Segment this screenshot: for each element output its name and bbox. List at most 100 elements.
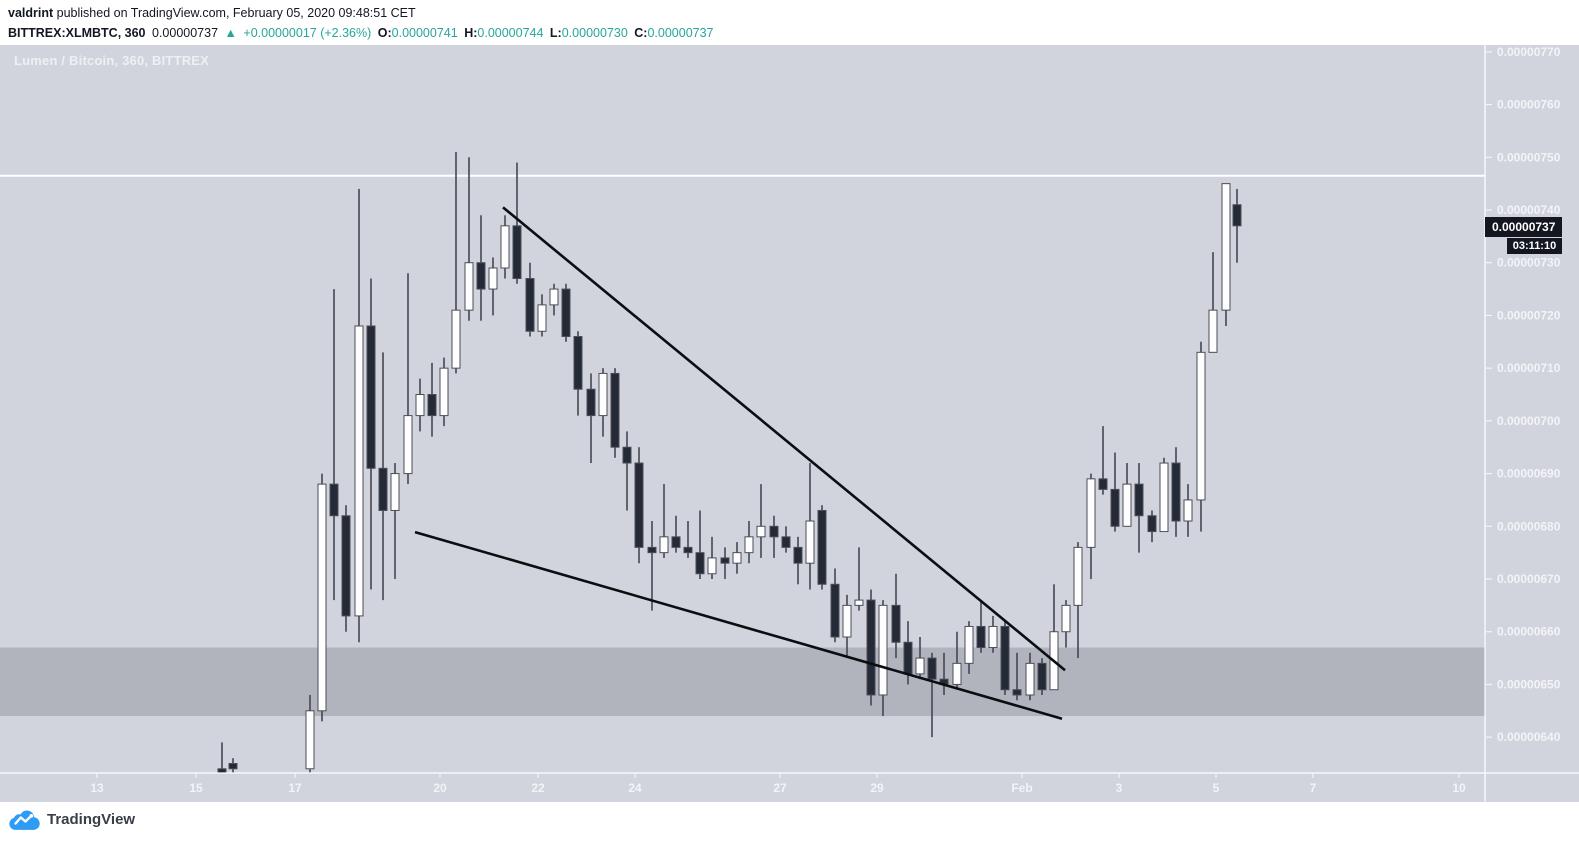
price-tick-label[interactable]: 0.00000670	[1497, 572, 1561, 586]
candle-down	[976, 625, 986, 649]
candle-up	[1073, 546, 1083, 606]
tradingview-cloud-icon[interactable]	[8, 808, 40, 830]
candle-down	[476, 262, 486, 290]
price-tick-label[interactable]: 0.00000700	[1497, 414, 1561, 428]
candle-down	[427, 394, 437, 417]
time-tick-label[interactable]: 24	[628, 781, 642, 795]
candle-down	[1000, 625, 1010, 691]
candle-up	[756, 525, 766, 538]
candle-down	[817, 509, 827, 585]
candle-down	[695, 552, 705, 575]
time-tick-label[interactable]: 22	[531, 781, 545, 795]
candle-up	[500, 225, 510, 269]
price-tick-label[interactable]: 0.00000770	[1497, 45, 1561, 59]
candle-down	[683, 546, 693, 554]
price-tick-label[interactable]: 0.00000750	[1497, 150, 1561, 164]
price-tick-label[interactable]: 0.00000730	[1497, 256, 1561, 270]
price-tick-label[interactable]: 0.00000690	[1497, 467, 1561, 481]
candle-down	[793, 546, 803, 564]
candle-up	[1086, 478, 1096, 548]
candle-up	[549, 288, 559, 306]
candle-down	[1037, 662, 1047, 691]
candle-up	[451, 309, 461, 369]
candle-down	[1012, 689, 1022, 696]
candle-down	[671, 536, 681, 548]
price-tick-label[interactable]: 0.00000660	[1497, 625, 1561, 639]
time-tick-label[interactable]: 13	[90, 781, 104, 795]
candle-down	[903, 641, 913, 675]
candle-up	[403, 415, 413, 475]
candle-up	[464, 262, 474, 311]
byline: valdrint published on TradingView.com, F…	[8, 6, 416, 20]
candle-up	[854, 599, 864, 606]
chart-pane[interactable]: 0.00000770 0.00000760 0.00000750 0.00000740…	[0, 45, 1579, 802]
candle-down	[341, 515, 351, 617]
candle-up	[1221, 183, 1231, 311]
time-tick-label[interactable]: 29	[870, 781, 884, 795]
candle-up	[305, 710, 315, 770]
time-tick-label[interactable]: Feb	[1011, 781, 1032, 795]
byline-text: published on TradingView.com, February 0…	[53, 6, 416, 20]
candle-down	[891, 604, 901, 643]
symbol-label[interactable]: BITTREX:XLMBTC, 360	[8, 26, 146, 40]
candle-down	[634, 462, 644, 548]
candle-down	[1232, 204, 1242, 227]
candle-down	[866, 599, 876, 696]
price-tick-label[interactable]: 0.00000740	[1497, 203, 1561, 217]
price-change: +0.00000017 (+2.36%)	[243, 26, 372, 40]
close-label: C:	[634, 26, 648, 40]
candle-down	[378, 467, 388, 511]
candle-down	[329, 483, 339, 517]
candle-down	[1110, 488, 1120, 527]
candle-down	[228, 763, 238, 770]
wedge-upper-trendline	[502, 206, 1066, 672]
price-tick-label[interactable]: 0.00000650	[1497, 677, 1561, 691]
open-value: 0.00000741	[391, 26, 458, 40]
candle-down	[769, 525, 779, 538]
bar-countdown-badge: 03:11:10	[1507, 238, 1562, 254]
candle-up	[415, 394, 425, 417]
price-pane[interactable]	[0, 152, 1485, 774]
candle-up	[744, 536, 754, 554]
time-tick-label[interactable]: 10	[1452, 781, 1466, 795]
candle-down	[830, 583, 840, 638]
candle-down	[647, 546, 657, 554]
time-tick-label[interactable]: 20	[433, 781, 447, 795]
candlestick-chart-canvas[interactable]: 0.00000770 0.00000760 0.00000750 0.00000740…	[0, 45, 1579, 802]
candle-down	[720, 557, 730, 564]
time-tick-label[interactable]: 7	[1310, 781, 1317, 795]
candle-up	[488, 267, 498, 290]
price-tick-label[interactable]: 0.00000760	[1497, 98, 1561, 112]
price-tick-label[interactable]: 0.00000680	[1497, 519, 1561, 533]
high-label: H:	[464, 26, 478, 40]
last-price: 0.00000737	[152, 26, 219, 40]
time-tick-label[interactable]: 3	[1116, 781, 1123, 795]
candle-up	[952, 662, 962, 685]
candle-down	[1098, 478, 1108, 490]
candle-up	[964, 625, 974, 664]
price-tick-label[interactable]: 0.00000640	[1497, 730, 1561, 744]
low-value: 0.00000730	[561, 26, 628, 40]
time-tick-label[interactable]: 5	[1213, 781, 1220, 795]
low-label: L:	[549, 26, 562, 40]
last-price-badge: 0.00000737	[1485, 217, 1562, 237]
candle-up	[707, 557, 717, 575]
candle-down	[1147, 515, 1157, 533]
time-tick-label[interactable]: 27	[773, 781, 787, 795]
candle-up	[842, 604, 852, 638]
candle-down	[561, 288, 571, 338]
tradingview-logo-text[interactable]: TradingView	[47, 810, 136, 828]
candle-down	[366, 325, 376, 469]
support-zone-band	[0, 647, 1485, 717]
candle-up	[988, 625, 998, 649]
time-tick-label[interactable]: 15	[189, 781, 203, 795]
candle-up	[659, 536, 669, 554]
candle-up	[1196, 351, 1206, 501]
up-arrow-icon: ▲	[224, 26, 237, 40]
author-name: valdrint	[8, 6, 54, 20]
time-tick-label[interactable]: 17	[288, 781, 302, 795]
price-tick-label[interactable]: 0.00000720	[1497, 308, 1561, 322]
price-tick-label[interactable]: 0.00000710	[1497, 361, 1561, 375]
candle-up	[317, 483, 327, 712]
